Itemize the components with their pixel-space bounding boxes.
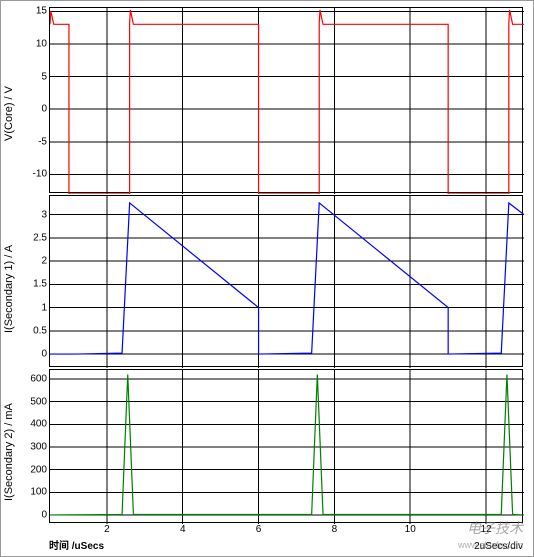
ylabel-2: I(Secondary 1) / A <box>3 245 15 333</box>
xtick: 10 <box>405 522 416 535</box>
ytick: 10 <box>36 38 50 49</box>
pane-vcore: -10-5051015 <box>49 7 523 193</box>
oscilloscope-plot: V(Core) / V -10-5051015 I(Secondary 1) /… <box>0 0 534 557</box>
ytick: 1 <box>41 302 50 313</box>
pane-isec2: 010020030040050060024681012 <box>49 369 523 523</box>
pane-isec1: 00.511.522.53 <box>49 195 523 367</box>
ytick: -5 <box>38 136 50 147</box>
ylabel-1: V(Core) / V <box>3 86 15 141</box>
ytick: 3 <box>41 209 50 220</box>
ytick: 1.5 <box>33 279 50 290</box>
ytick: 0 <box>41 509 50 520</box>
ytick: 2.5 <box>33 232 50 243</box>
xtick: 4 <box>180 522 186 535</box>
xtick: 6 <box>256 522 262 535</box>
x-scale-label: 2uSecs/div <box>474 541 523 552</box>
ytick: 0 <box>41 349 50 360</box>
ytick: 0.5 <box>33 325 50 336</box>
ytick: 100 <box>30 487 50 498</box>
ylabel-3: I(Secondary 2) / mA <box>3 403 15 501</box>
ytick: 600 <box>30 374 50 385</box>
ytick: 2 <box>41 256 50 267</box>
xtick: 12 <box>481 522 492 535</box>
ytick: 400 <box>30 419 50 430</box>
ytick: 300 <box>30 442 50 453</box>
x-axis-label: 时间 /uSecs <box>49 537 104 552</box>
ytick: 500 <box>30 396 50 407</box>
ytick: 5 <box>41 71 50 82</box>
ytick: 200 <box>30 464 50 475</box>
ytick: 15 <box>36 6 50 17</box>
xtick: 2 <box>104 522 110 535</box>
xtick: 8 <box>332 522 338 535</box>
ytick: -10 <box>33 169 50 180</box>
ytick: 0 <box>41 104 50 115</box>
